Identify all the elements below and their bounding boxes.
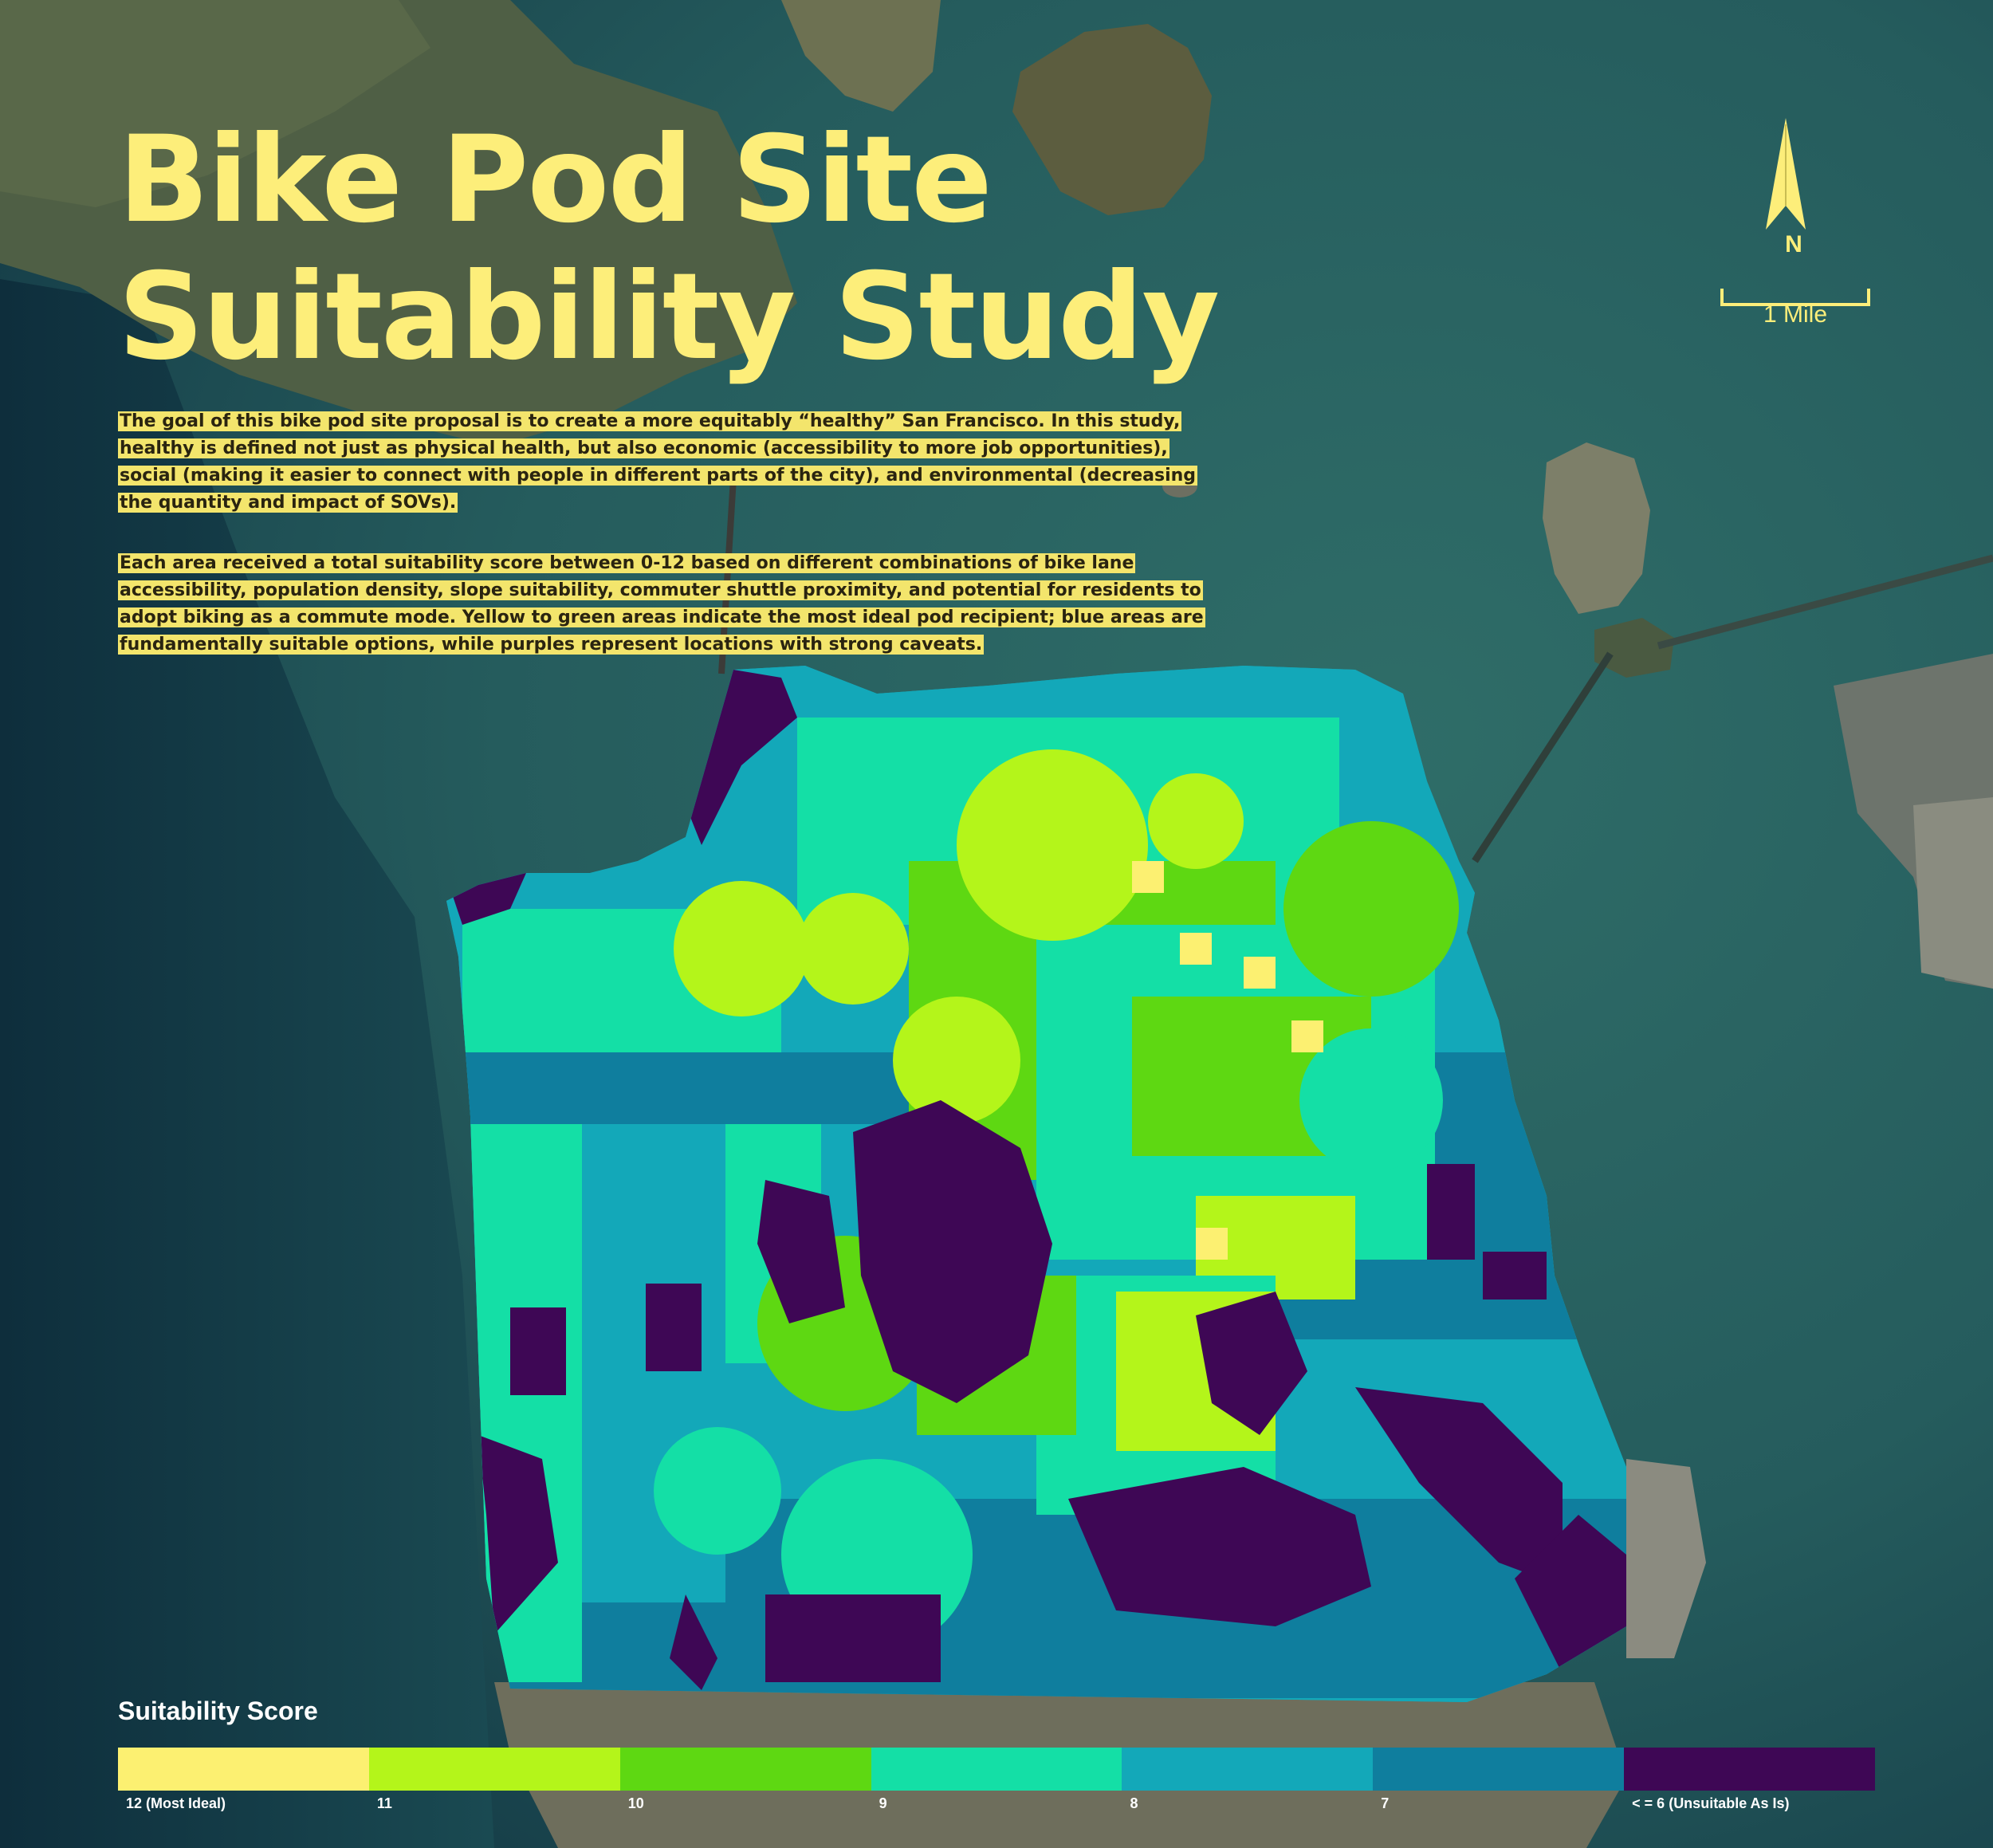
- north-label: N: [1770, 231, 1818, 258]
- legend-label: < = 6 (Unsuitable As Is): [1624, 1792, 1875, 1812]
- legend-swatch: [1122, 1748, 1373, 1791]
- title-line-1: Bike Pod Site: [118, 112, 1218, 249]
- legend-color-bar: [118, 1748, 1875, 1791]
- legend-swatch: [871, 1748, 1122, 1791]
- title-line-2: Suitability Study: [118, 249, 1218, 386]
- legend-label: 8: [1122, 1792, 1373, 1812]
- legend-labels: 12 (Most Ideal) 11 10 9 8 7 < = 6 (Unsuitable …: [118, 1792, 1875, 1812]
- legend-swatch: [118, 1748, 369, 1791]
- description-paragraph-2: Each area received a total suitability s…: [118, 550, 1218, 659]
- legend-title: Suitability Score: [118, 1697, 318, 1726]
- legend-label: 7: [1373, 1792, 1624, 1812]
- description-paragraph-1: The goal of this bike pod site proposal …: [118, 408, 1218, 517]
- legend-swatch: [369, 1748, 620, 1791]
- map-title: Bike Pod Site Suitability Study: [118, 112, 1218, 386]
- legend-swatch: [620, 1748, 871, 1791]
- scale-bar-label: 1 Mile: [1720, 301, 1870, 328]
- description-text-1: The goal of this bike pod site proposal …: [118, 411, 1197, 513]
- legend-label: 11: [369, 1792, 620, 1812]
- legend-label: 9: [871, 1792, 1122, 1812]
- legend-label: 12 (Most Ideal): [118, 1792, 369, 1812]
- legend-swatch: [1624, 1748, 1875, 1791]
- legend-label: 10: [620, 1792, 871, 1812]
- alameda-shore: [1913, 797, 1993, 989]
- description-text-2: Each area received a total suitability s…: [118, 553, 1205, 655]
- legend-swatch: [1373, 1748, 1624, 1791]
